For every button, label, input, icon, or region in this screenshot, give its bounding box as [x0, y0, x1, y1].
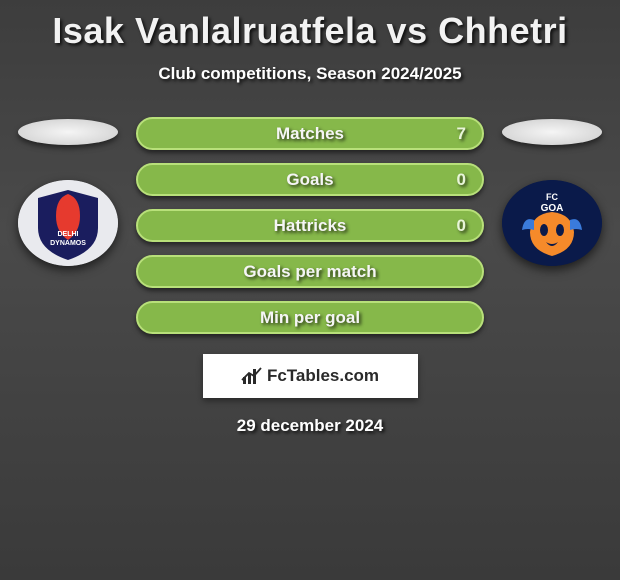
right-player-head-silhouette: [502, 119, 602, 145]
stat-label: Goals per match: [243, 262, 376, 282]
comparison-card: Isak Vanlalruatfela vs Chhetri Club comp…: [0, 0, 620, 580]
subtitle: Club competitions, Season 2024/2025: [0, 64, 620, 84]
stat-pill: Goals per match: [136, 255, 484, 288]
left-player-head-silhouette: [18, 119, 118, 145]
stat-pill: Min per goal: [136, 301, 484, 334]
page-title: Isak Vanlalruatfela vs Chhetri: [0, 0, 620, 52]
svg-text:DELHI: DELHI: [58, 231, 79, 238]
bar-chart-icon: [241, 365, 263, 387]
right-player-column: FC GOA: [492, 119, 612, 266]
svg-text:FC: FC: [546, 192, 558, 202]
stat-label: Hattricks: [274, 216, 347, 236]
date-text: 29 december 2024: [0, 416, 620, 436]
brand-text: FcTables.com: [267, 366, 379, 386]
stat-label: Matches: [276, 124, 344, 144]
stat-label: Goals: [286, 170, 333, 190]
left-team-badge: DELHI DYNAMOS: [18, 180, 118, 266]
stat-pill: Goals 0: [136, 163, 484, 196]
svg-text:DYNAMOS: DYNAMOS: [50, 240, 86, 247]
stat-pill: Hattricks 0: [136, 209, 484, 242]
left-player-column: DELHI DYNAMOS: [8, 119, 128, 266]
stat-pill: Matches 7: [136, 117, 484, 150]
stat-list: Matches 7 Goals 0 Hattricks 0 Goals per match M…: [128, 117, 492, 334]
stat-value-right: 7: [457, 124, 466, 144]
stat-value-right: 0: [457, 216, 466, 236]
fc-goa-logo-icon: FC GOA: [502, 180, 602, 266]
brand-watermark: FcTables.com: [203, 354, 418, 398]
right-team-badge: FC GOA: [502, 180, 602, 266]
content-row: DELHI DYNAMOS Matches7Goals0Hattricks0Go…: [0, 119, 620, 334]
stat-value-right: 0: [457, 170, 466, 190]
stat-label: Min per goal: [260, 308, 360, 328]
delhi-dynamos-logo-icon: DELHI DYNAMOS: [18, 180, 118, 266]
